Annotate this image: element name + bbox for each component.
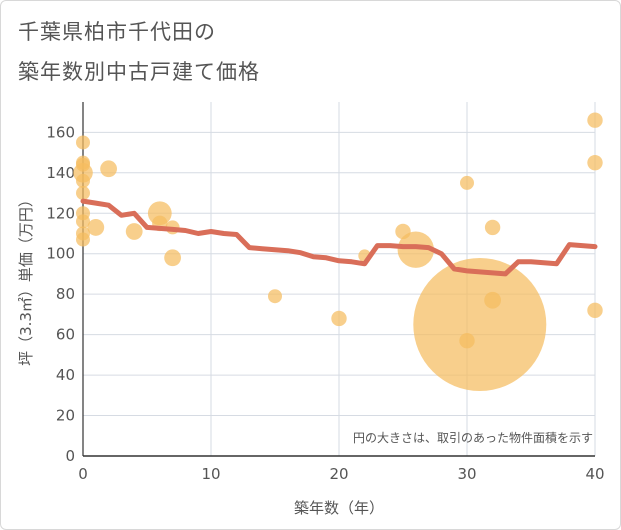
chart-title-line1: 千葉県柏市千代田の: [18, 20, 216, 44]
y-tick-label: 100: [46, 245, 75, 263]
x-tick-label: 20: [329, 465, 348, 483]
data-point: [76, 157, 90, 172]
data-point: [100, 160, 117, 178]
data-point: [397, 231, 434, 268]
x-tick-label: 10: [201, 465, 220, 483]
x-axis-label: 築年数（年）: [294, 499, 384, 517]
chart-title-line2: 築年数別中古戸建て価格: [18, 60, 260, 84]
series-line: [80, 198, 598, 277]
data-point: [87, 219, 105, 236]
data-point: [76, 186, 90, 201]
data-point: [331, 310, 347, 327]
y-tick-label: 20: [56, 407, 75, 425]
data-point: [76, 214, 90, 229]
x-tick-label: 40: [585, 465, 604, 483]
data-point: [125, 223, 143, 240]
y-tick-label: 160: [46, 123, 75, 141]
data-point: [459, 332, 475, 349]
y-tick-label: 0: [65, 447, 75, 465]
size-note: 円の大きさは、取引のあった物件面積を示す: [353, 430, 593, 445]
y-tick-label: 40: [56, 366, 75, 384]
data-point: [76, 173, 90, 188]
y-tick-label: 140: [46, 164, 75, 182]
x-tick-label: 0: [78, 465, 88, 483]
data-point: [587, 302, 603, 319]
data-point: [484, 291, 501, 309]
data-point: [76, 135, 90, 150]
data-point: [587, 154, 603, 171]
data-point: [268, 289, 282, 304]
y-tick-label: 80: [56, 285, 75, 303]
data-point: [164, 249, 182, 267]
data-point: [484, 219, 501, 236]
data-point: [395, 223, 411, 240]
data-point: [413, 258, 547, 392]
y-tick-label: 60: [56, 326, 75, 344]
data-point: [587, 112, 603, 128]
x-tick-label: 30: [457, 465, 476, 483]
y-axis-label: 坪（3.3㎡）単価（万円）: [17, 192, 35, 366]
data-point: [460, 175, 474, 190]
y-tick-label: 120: [46, 204, 75, 222]
data-point: [76, 232, 90, 247]
